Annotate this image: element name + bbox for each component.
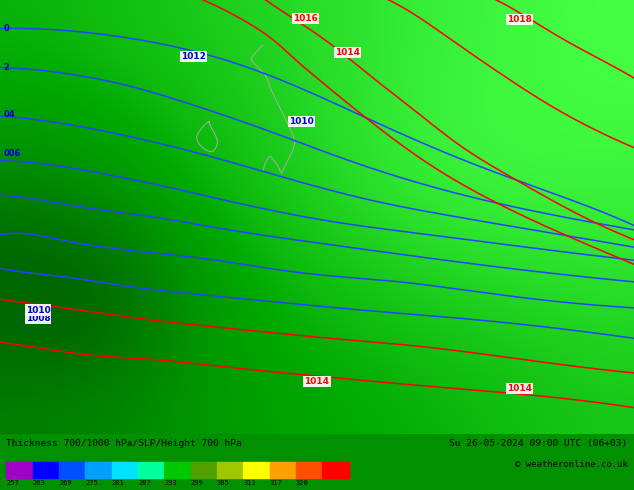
Text: 1010: 1010 [25, 306, 51, 315]
Text: 269: 269 [59, 480, 72, 487]
Bar [191, 463, 217, 478]
Text: 293: 293 [164, 480, 177, 487]
Bar [164, 463, 191, 478]
Text: 299: 299 [191, 480, 204, 487]
Bar [217, 463, 243, 478]
Text: 317: 317 [269, 480, 282, 487]
Text: 1014: 1014 [335, 49, 360, 57]
Bar [269, 463, 296, 478]
Bar [33, 463, 59, 478]
Bar [59, 463, 86, 478]
Text: 257: 257 [6, 480, 19, 487]
Text: Su 26-05-2024 09:00 UTC (06+03): Su 26-05-2024 09:00 UTC (06+03) [450, 439, 628, 448]
Text: Thickness 700/1000 hPa/SLP/Height 700 hPa: Thickness 700/1000 hPa/SLP/Height 700 hP… [6, 439, 242, 448]
Bar [296, 463, 322, 478]
Text: 1008: 1008 [25, 314, 51, 323]
Text: 2: 2 [3, 63, 9, 72]
Text: 1014: 1014 [507, 384, 533, 392]
Text: © weatheronline.co.uk: © weatheronline.co.uk [515, 460, 628, 469]
Bar [322, 463, 349, 478]
Text: 305: 305 [217, 480, 230, 487]
Text: 0: 0 [3, 24, 9, 33]
Text: 006: 006 [3, 149, 20, 158]
Text: 263: 263 [33, 480, 46, 487]
Bar [243, 463, 269, 478]
Text: 1016: 1016 [293, 14, 318, 23]
Bar [112, 463, 138, 478]
Text: 320: 320 [296, 480, 309, 487]
Bar [138, 463, 164, 478]
Text: 1018: 1018 [507, 15, 533, 24]
Text: 281: 281 [112, 480, 124, 487]
Text: 275: 275 [86, 480, 98, 487]
Bar [6, 463, 33, 478]
Text: 04: 04 [3, 110, 15, 120]
Text: 1012: 1012 [181, 52, 206, 61]
Text: 1010: 1010 [288, 117, 314, 126]
Text: 1014: 1014 [304, 377, 330, 386]
Text: 287: 287 [138, 480, 151, 487]
Text: 311: 311 [243, 480, 256, 487]
Bar [86, 463, 112, 478]
